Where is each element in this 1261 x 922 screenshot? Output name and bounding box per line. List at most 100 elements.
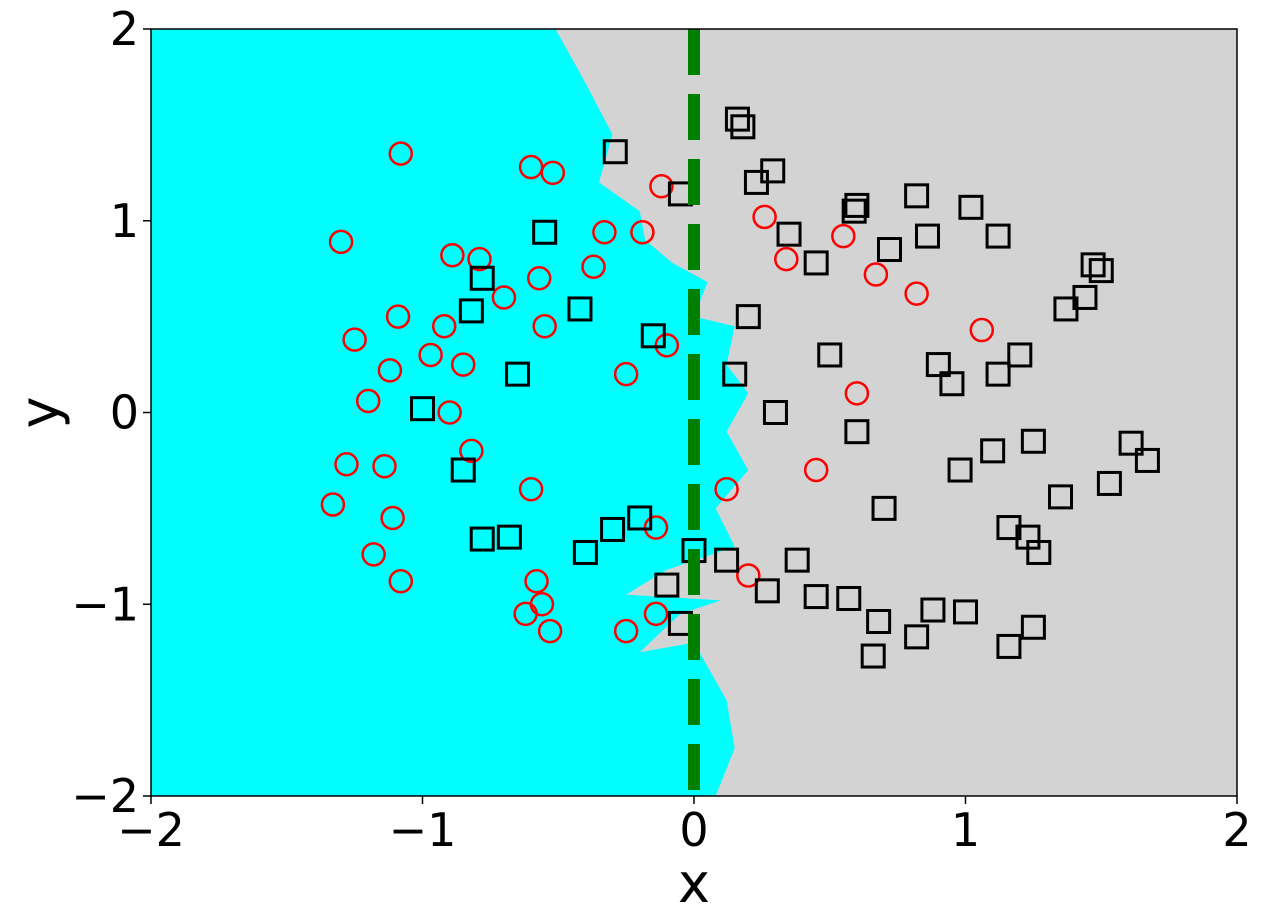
square-point <box>735 304 761 330</box>
circle-point <box>969 317 995 343</box>
y-tick-label: 0 <box>110 386 139 440</box>
square-point <box>1134 447 1160 473</box>
circle-point <box>320 492 346 517</box>
square-point <box>871 495 897 521</box>
circle-point <box>630 220 655 245</box>
square-point <box>600 516 626 542</box>
circle-point <box>450 352 476 377</box>
square-point <box>1048 484 1074 510</box>
x-tick-label: 2 <box>1222 803 1251 857</box>
circle-point <box>904 281 929 306</box>
x-tick-label: 1 <box>951 803 980 857</box>
square-point <box>1088 258 1114 284</box>
square-point <box>1020 614 1046 640</box>
circle-point <box>418 342 443 368</box>
circle-point <box>643 601 669 627</box>
square-point <box>1020 428 1046 454</box>
circle-point <box>431 313 457 339</box>
circle-point <box>491 285 517 310</box>
square-point <box>410 396 435 422</box>
square-point <box>1007 342 1033 368</box>
square-point <box>904 183 930 209</box>
circle-point <box>803 457 829 483</box>
square-point <box>958 194 984 220</box>
square-point <box>754 578 780 604</box>
square-point <box>1072 284 1098 310</box>
square-point <box>722 361 748 387</box>
square-point <box>866 609 892 635</box>
circle-point <box>524 568 549 594</box>
square-point <box>860 643 886 669</box>
square-point <box>904 624 930 650</box>
x-tick-label: 0 <box>679 803 708 857</box>
circle-point <box>361 542 386 567</box>
y-tick-label: 2 <box>110 2 139 56</box>
square-point <box>985 223 1011 249</box>
circle-point <box>863 262 889 287</box>
circle-point <box>334 452 359 477</box>
square-point <box>985 361 1011 387</box>
circle-point <box>592 220 617 245</box>
square-point <box>1080 252 1106 278</box>
circle-point <box>649 173 674 199</box>
square-series <box>410 106 1160 669</box>
square-point <box>947 457 973 483</box>
circle-point <box>388 568 414 594</box>
square-point <box>784 547 810 573</box>
square-point <box>450 457 476 483</box>
square-point <box>730 114 756 140</box>
square-point <box>532 219 558 245</box>
circle-point <box>342 327 367 352</box>
square-point <box>724 106 750 132</box>
square-point <box>1118 430 1144 456</box>
square-point <box>760 158 786 184</box>
square-point <box>817 342 843 368</box>
square-point <box>505 361 531 387</box>
x-tick-label: −2 <box>117 803 185 857</box>
square-point <box>844 192 870 218</box>
x-tick-label: −1 <box>389 803 457 857</box>
square-point <box>627 505 653 531</box>
y-tick-label: 1 <box>110 194 139 248</box>
square-point <box>640 323 666 349</box>
circle-point <box>613 618 639 644</box>
circle-series <box>320 141 995 644</box>
y-tick-label: −1 <box>71 577 139 631</box>
circle-point <box>355 388 381 414</box>
square-point <box>953 599 978 625</box>
circle-point <box>437 400 462 425</box>
circle-point <box>459 438 484 464</box>
circle-point <box>736 563 761 588</box>
square-point <box>654 572 680 598</box>
circle-point <box>380 505 405 531</box>
circle-point <box>537 618 563 644</box>
circle-point <box>540 160 566 186</box>
square-point <box>841 198 867 224</box>
x-axis-label: x <box>678 852 710 915</box>
circle-point <box>831 223 856 249</box>
square-point <box>844 419 870 445</box>
square-point <box>939 371 965 397</box>
circle-point <box>388 141 414 166</box>
square-point <box>572 539 598 565</box>
y-axis-ticks: −2 −1 0 1 2 <box>71 2 151 823</box>
square-point <box>714 547 740 573</box>
region-left-background <box>151 29 749 796</box>
circle-point <box>774 246 799 272</box>
square-point <box>469 526 495 552</box>
circle-point <box>377 358 403 383</box>
circle-point <box>526 266 552 291</box>
circle-point <box>532 313 557 339</box>
circle-point <box>372 453 397 479</box>
square-point <box>836 585 862 611</box>
square-point <box>762 400 788 425</box>
square-point <box>925 352 951 378</box>
square-point <box>496 524 522 550</box>
square-point <box>876 237 902 263</box>
circle-point <box>581 254 606 280</box>
circle-point <box>467 246 492 272</box>
circle-point <box>328 229 354 255</box>
square-point <box>920 597 946 623</box>
square-point <box>914 223 940 249</box>
